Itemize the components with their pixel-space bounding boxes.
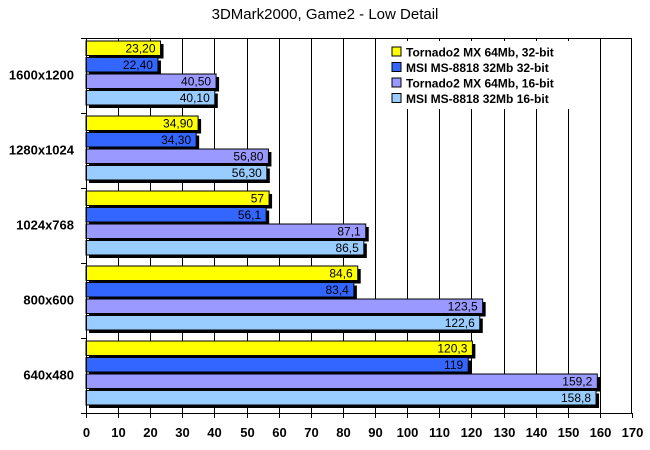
bar-value-label: 86,5 bbox=[335, 241, 359, 255]
bar-value-label: 122,6 bbox=[445, 316, 475, 330]
bar-value-label: 56,1 bbox=[238, 208, 262, 222]
category-label: 800x600 bbox=[23, 293, 74, 308]
bar-value-label: 34,30 bbox=[161, 133, 191, 147]
x-tick-label: 170 bbox=[622, 425, 644, 440]
x-tick-label: 30 bbox=[175, 425, 189, 440]
category-label: 640x480 bbox=[23, 368, 74, 383]
bar-1-800x600 bbox=[85, 265, 359, 281]
bar-value-label: 158,8 bbox=[561, 391, 591, 405]
x-tick-label: 60 bbox=[272, 425, 286, 440]
legend-label: Tornado2 MX 64Mb, 32-bit bbox=[406, 46, 554, 60]
legend-label: Tornado2 MX 64Mb, 16-bit bbox=[406, 77, 554, 91]
bar-value-label: 56,30 bbox=[232, 166, 262, 180]
x-tick-label: 70 bbox=[304, 425, 318, 440]
x-tick-label: 20 bbox=[143, 425, 157, 440]
legend-swatch-4 bbox=[391, 93, 402, 103]
bar-3-640x480 bbox=[85, 373, 598, 389]
bar-value-label: 40,10 bbox=[180, 91, 210, 105]
category-label: 1280x1024 bbox=[9, 143, 75, 158]
x-tick-label: 50 bbox=[240, 425, 254, 440]
bar-3-1024x768 bbox=[85, 223, 367, 239]
bar-value-label: 120,3 bbox=[437, 342, 467, 356]
chart-title: 3DMark2000, Game2 - Low Detail bbox=[211, 6, 439, 23]
x-tick-label: 110 bbox=[429, 425, 450, 440]
bar-value-label: 56,80 bbox=[233, 150, 263, 164]
bar-1-640x480 bbox=[85, 340, 473, 356]
bar-value-label: 57 bbox=[251, 192, 265, 206]
legend bbox=[386, 41, 598, 109]
bar-2-640x480 bbox=[85, 357, 469, 373]
legend-swatch-1 bbox=[391, 46, 402, 57]
legend-swatch-2 bbox=[391, 62, 402, 72]
x-tick-label: 80 bbox=[336, 425, 350, 440]
bar-value-label: 119 bbox=[444, 358, 463, 372]
x-tick-label: 130 bbox=[494, 425, 516, 440]
bar-3-800x600 bbox=[85, 298, 484, 314]
bar-2-800x600 bbox=[85, 282, 355, 298]
bar-value-label: 83,4 bbox=[326, 283, 350, 297]
legend-label: MSI MS-8818 32Mb 32-bit bbox=[406, 61, 549, 75]
x-tick-label: 10 bbox=[111, 425, 125, 440]
x-tick-label: 160 bbox=[590, 425, 612, 440]
x-tick-label: 90 bbox=[368, 425, 382, 440]
x-tick-label: 140 bbox=[526, 425, 548, 440]
bar-value-label: 40,50 bbox=[181, 75, 211, 89]
category-label: 1024x768 bbox=[16, 218, 74, 233]
legend-swatch-3 bbox=[391, 77, 402, 88]
x-tick-label: 0 bbox=[83, 425, 90, 440]
x-tick-label: 120 bbox=[461, 425, 483, 440]
legend-label: MSI MS-8818 32Mb 16-bit bbox=[406, 92, 549, 106]
bar-value-label: 22,40 bbox=[123, 58, 153, 72]
bar-4-1024x768 bbox=[85, 240, 365, 256]
bar-4-800x600 bbox=[85, 315, 481, 331]
bar-4-640x480 bbox=[85, 390, 597, 406]
x-tick-label: 40 bbox=[207, 425, 221, 440]
bar-value-label: 87,1 bbox=[337, 225, 361, 239]
category-label: 1600x1200 bbox=[9, 68, 74, 83]
bar-value-label: 123,5 bbox=[448, 300, 478, 314]
bar-value-label: 159,2 bbox=[562, 375, 592, 389]
bar-value-label: 34,90 bbox=[163, 117, 193, 131]
x-tick-label: 150 bbox=[558, 425, 580, 440]
bar-value-label: 23,20 bbox=[125, 42, 155, 56]
bar-1-1024x768 bbox=[85, 190, 270, 206]
x-tick-label: 100 bbox=[397, 425, 419, 440]
bar-value-label: 84,6 bbox=[329, 267, 353, 281]
